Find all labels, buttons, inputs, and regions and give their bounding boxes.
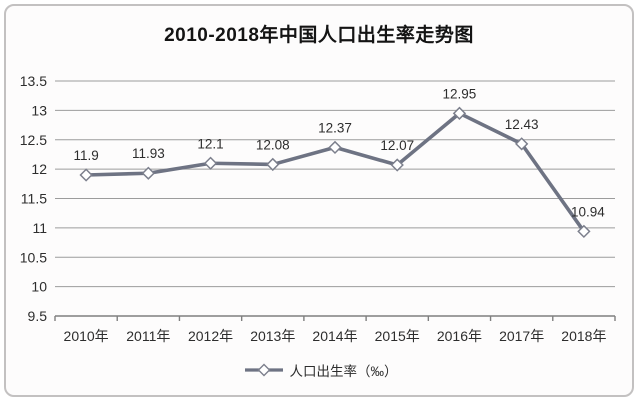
y-axis-tick-label: 9.5: [28, 308, 48, 324]
data-point-marker: [452, 106, 467, 120]
data-point-marker: [515, 137, 529, 151]
x-axis-category-label: 2018年: [561, 328, 606, 344]
legend: 人口出生率（‰）: [0, 360, 640, 380]
data-point-marker: [577, 224, 591, 239]
data-point-label: 11.93: [132, 146, 165, 161]
x-axis-category-label: 2011年: [126, 328, 170, 344]
y-axis-tick-label: 12.5: [20, 132, 47, 148]
data-point-label: 12.95: [443, 86, 477, 101]
data-point-marker: [390, 158, 404, 172]
data-point-label: 10.94: [571, 204, 605, 219]
chart-card: 2010-2018年中国人口出生率走势图: [4, 4, 634, 397]
data-point-marker: [79, 168, 93, 182]
x-axis-category-label: 2014年: [312, 328, 357, 344]
x-axis-category-label: 2013年: [250, 328, 295, 344]
chart-title: 2010-2018年中国人口出生率走势图: [164, 25, 474, 46]
data-point-label: 12.37: [318, 120, 352, 135]
x-axis-category-label: 2016年: [437, 328, 482, 344]
y-axis-tick-label: 11.5: [21, 191, 47, 207]
data-point-label: 12.1: [197, 136, 223, 151]
x-axis-category-label: 2012年: [188, 328, 233, 344]
y-axis-tick-label: 10.5: [20, 249, 47, 265]
data-point-label: 12.08: [256, 137, 290, 152]
legend-label: 人口出生率（‰）: [289, 364, 398, 379]
x-axis-category-label: 2017年: [499, 328, 544, 344]
y-axis-tick-label: 10: [31, 279, 47, 295]
data-point-marker: [203, 156, 218, 170]
y-axis-tick-label: 13: [31, 102, 47, 118]
data-point-marker: [266, 157, 280, 172]
data-point-label: 12.07: [380, 138, 414, 153]
y-axis-tick-label: 12: [31, 161, 47, 177]
y-axis-tick-label: 11: [32, 220, 47, 236]
x-axis-category-label: 2010年: [64, 328, 109, 344]
x-axis-category-label: 2015年: [375, 328, 420, 344]
data-point-label: 12.43: [505, 117, 539, 132]
legend-marker-icon: [244, 363, 283, 377]
data-point-marker: [141, 166, 155, 180]
data-point-marker: [328, 140, 342, 155]
y-axis-tick-label: 13.5: [20, 73, 47, 89]
data-point-label: 11.9: [73, 148, 98, 163]
